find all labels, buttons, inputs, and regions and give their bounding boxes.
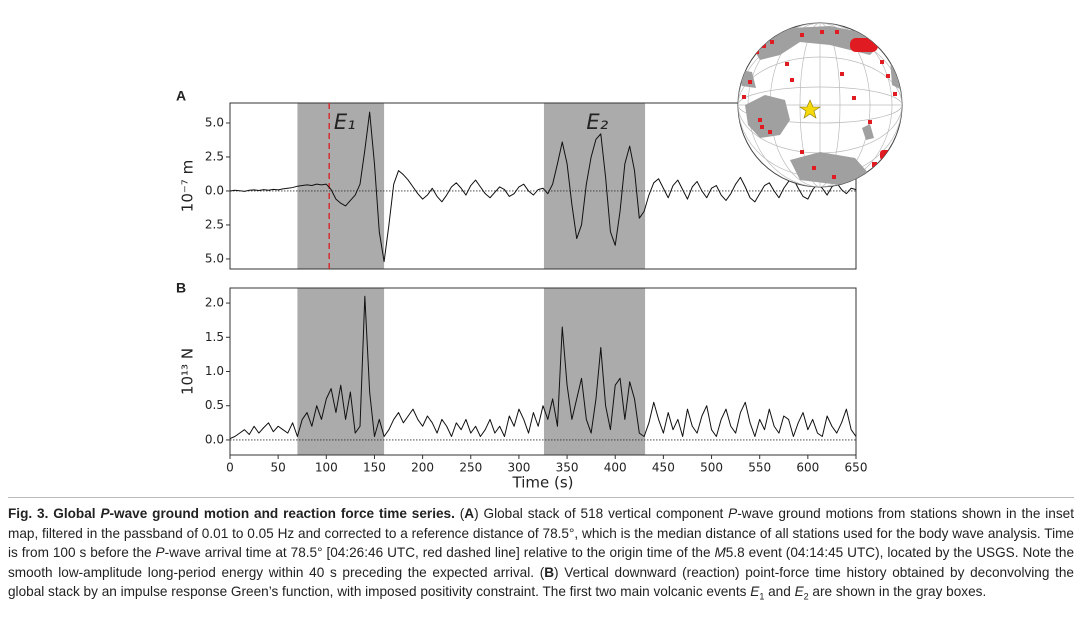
caption-run: P (728, 506, 738, 521)
caption-run: are shown in the gray boxes. (808, 584, 987, 600)
y-tick-label: 5.0 (205, 115, 224, 129)
x-tick-label: 450 (652, 461, 675, 475)
caption-run: E (794, 584, 804, 600)
caption-run: E (750, 584, 760, 600)
shaded-region (297, 288, 385, 455)
caption-run: 5.8 event (04:14:45 UTC), located by the… (8, 545, 1075, 580)
y-tick-label: 2.0 (205, 296, 224, 310)
x-tick-label: 250 (459, 461, 482, 475)
caption-run: ) Vertical downward (reaction) point-for… (8, 564, 1074, 600)
plot-frame (229, 102, 857, 270)
data-line (229, 295, 857, 440)
caption-run: -wave ground motion and reaction force t… (109, 506, 455, 521)
x-tick-label: 0 (226, 461, 234, 475)
x-tick-label: 150 (363, 461, 386, 475)
caption-run: A (464, 506, 475, 521)
stations (742, 30, 897, 179)
x-tick-label: 400 (604, 461, 627, 475)
plots: 5.0 2.5 0.0 2.5 5.0 10⁻⁷ m A E₁ E₂ 0.0 0.5 1.0 1.5 2.… (176, 88, 867, 492)
x-axis-label: Time (s) (512, 474, 574, 492)
x-tick-label: 550 (748, 461, 771, 475)
figure-caption: Fig. 3. Global P-wave ground motion and … (8, 497, 1074, 602)
y-tick-label: 0.0 (205, 432, 224, 446)
y-axis-label: 10⁻⁷ m (179, 160, 197, 212)
x-tick-label: 50 (271, 461, 286, 475)
event-label: E₂ (586, 110, 608, 134)
caption-run: 1 (759, 592, 765, 603)
caption-run: -wave ground motions from stations shown… (8, 506, 1074, 561)
event-star (799, 99, 821, 119)
caption-run: 2 (803, 592, 809, 603)
x-tick-label: 300 (507, 461, 530, 475)
y-tick-label: 1.0 (205, 364, 224, 378)
shaded-region (543, 288, 646, 455)
caption-run: Fig. 3. Global (8, 506, 101, 521)
y-tick-label: 0.0 (205, 183, 224, 197)
caption-run: ( (454, 506, 465, 521)
caption-run: and (764, 584, 795, 600)
caption-run: M (714, 545, 726, 561)
caption-run: P (155, 545, 165, 561)
y-tick-label: 0.5 (205, 398, 224, 412)
data-line (229, 111, 857, 263)
x-tick-label: 650 (845, 461, 868, 475)
y-tick-label: 2.5 (205, 149, 224, 163)
y-tick-label: 5.0 (205, 251, 224, 265)
x-tick-label: 350 (556, 461, 579, 475)
x-tick-label: 600 (796, 461, 819, 475)
caption-run: P (100, 506, 110, 521)
panel-label: B (176, 280, 186, 296)
caption-run: B (544, 564, 555, 580)
shaded-region (543, 103, 646, 269)
x-tick-label: 200 (411, 461, 434, 475)
inset-map (737, 22, 903, 188)
x-tick-label: 500 (700, 461, 723, 475)
caption-run: ) Global stack of 518 vertical component (474, 506, 729, 521)
figure: 5.0 2.5 0.0 2.5 5.0 10⁻⁷ m A E₁ E₂ 0.0 0.5 1.0 1.5 2.… (176, 22, 903, 492)
y-tick-label: 1.5 (205, 330, 224, 344)
y-axis-label: 10¹³ N (179, 348, 197, 395)
event-label: E₁ (334, 110, 356, 134)
y-tick-label: 2.5 (205, 217, 224, 231)
panel-label: A (176, 88, 186, 104)
caption-run: -wave arrival time at 78.5° [04:26:46 UT… (164, 545, 715, 561)
x-tick-label: 100 (315, 461, 338, 475)
